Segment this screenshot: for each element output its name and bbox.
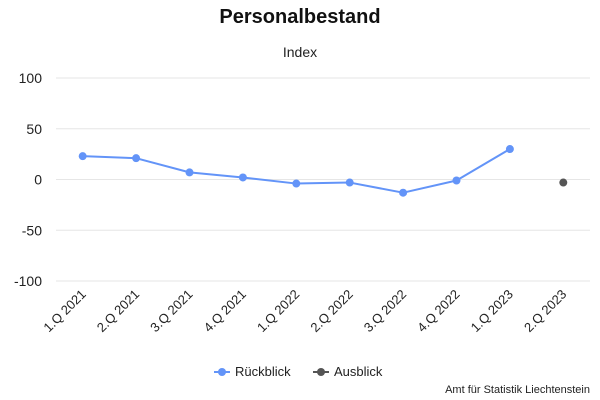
y-tick-label: -50	[22, 222, 42, 238]
legend-marker-rueckblick	[214, 367, 230, 376]
y-tick-label: 100	[19, 70, 43, 86]
legend-label-rueckblick: Rückblick	[235, 364, 291, 379]
data-point	[292, 179, 301, 188]
x-tick-label: 2.Q 2023	[521, 287, 569, 335]
data-point	[452, 176, 461, 185]
data-point	[78, 152, 87, 161]
x-tick-label: 4.Q 2022	[414, 287, 462, 335]
y-tick-label: 50	[26, 121, 42, 137]
data-point	[505, 145, 514, 154]
x-tick-label: 4.Q 2021	[201, 287, 249, 335]
credits: Amt für Statistik Liechtenstein	[445, 384, 590, 396]
data-point	[185, 168, 194, 177]
x-tick-label: 2.Q 2022	[307, 287, 355, 335]
y-tick-label: 0	[34, 172, 42, 188]
legend-marker-ausblick	[313, 367, 329, 376]
x-tick-label: 3.Q 2021	[147, 287, 195, 335]
data-point	[399, 188, 408, 197]
x-tick-label: 2.Q 2021	[94, 287, 142, 335]
chart-subtitle: Index	[282, 44, 318, 60]
x-tick-label: 1.Q 2021	[40, 287, 88, 335]
legend-item-ausblick[interactable]: Ausblick	[313, 364, 382, 379]
x-tick-label: 1.Q 2022	[254, 287, 302, 335]
legend-item-rueckblick[interactable]: Rückblick	[214, 364, 291, 379]
y-tick-label: -100	[14, 273, 42, 289]
data-point	[238, 173, 247, 182]
chart-title: Personalbestand	[219, 6, 381, 28]
data-point	[345, 178, 354, 187]
legend-label-ausblick: Ausblick	[334, 364, 383, 379]
x-tick-label: 1.Q 2023	[468, 287, 516, 335]
data-point	[559, 178, 568, 187]
x-tick-label: 3.Q 2022	[361, 287, 409, 335]
data-point	[132, 154, 141, 163]
